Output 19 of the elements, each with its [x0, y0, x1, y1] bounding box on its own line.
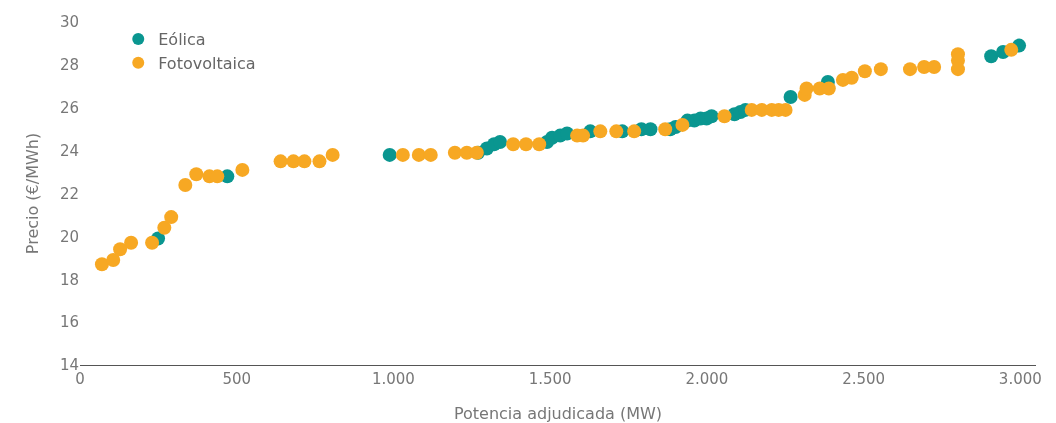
x-tick-label: 1.000 — [371, 370, 415, 388]
x-tick-label: 3.000 — [998, 370, 1042, 388]
x-tick-label: 500 — [222, 370, 252, 388]
x-tick-label: 2.000 — [685, 370, 729, 388]
y-tick-label: 16 — [59, 313, 79, 332]
x-tick-label: 2.500 — [842, 370, 886, 388]
legend-label: Eólica — [158, 30, 206, 50]
y-axis-title: Precio (€/MWh) — [23, 132, 42, 255]
x-axis-title: Potencia adjudicada (MW) — [453, 404, 663, 423]
y-tick-label: 26 — [59, 99, 79, 117]
y-tick-label: 22 — [59, 184, 79, 203]
x-tick-label: 0 — [75, 370, 85, 388]
y-tick-label: 24 — [59, 141, 79, 160]
y-tick-label: 20 — [59, 227, 79, 246]
y-tick-label: 28 — [59, 56, 79, 75]
y-tick-label: 18 — [59, 270, 79, 289]
y-tick-label: 30 — [59, 13, 79, 32]
legend-label: Fotovoltaica — [158, 53, 256, 73]
x-tick-label: 1.500 — [528, 370, 572, 388]
